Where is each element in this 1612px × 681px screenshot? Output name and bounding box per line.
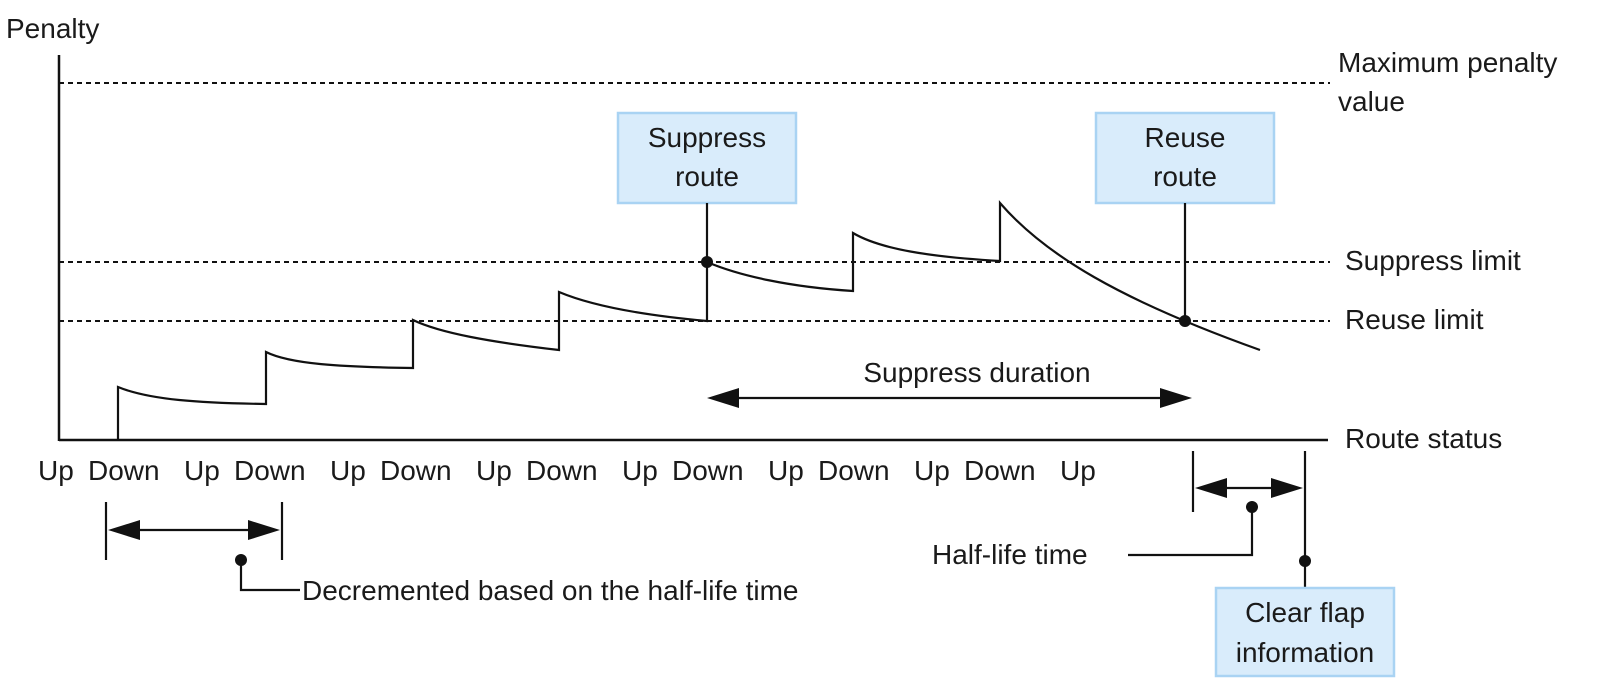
status-6: Up — [476, 455, 512, 486]
maximum-penalty-label: Maximum penalty — [1338, 47, 1557, 78]
status-1: Down — [88, 455, 160, 486]
y-axis-label: Penalty — [6, 13, 99, 44]
decremented-label: Decremented based on the half-life time — [302, 575, 799, 606]
half-life-pointer — [1128, 507, 1254, 557]
status-8: Up — [622, 455, 658, 486]
suppress-point-dot — [701, 256, 713, 268]
half-life-arrowhead-left — [1195, 478, 1227, 498]
status-9: Down — [672, 455, 744, 486]
clear-flap-label-line2: information — [1236, 637, 1375, 668]
reuse-route-label-line2: route — [1153, 161, 1217, 192]
half-life-arrowhead-right — [1271, 478, 1303, 498]
clear-flap-dot — [1299, 555, 1311, 567]
decrement-arrowhead-right — [248, 520, 280, 540]
penalty-curve — [116, 200, 1261, 440]
reuse-route-label: Reuse — [1145, 122, 1226, 153]
decrement-pointer — [239, 560, 300, 592]
half-life-label: Half-life time — [932, 539, 1088, 570]
decrement-arrowhead-left — [108, 520, 140, 540]
suppress-limit-label: Suppress limit — [1345, 245, 1521, 276]
reuse-limit-label: Reuse limit — [1345, 304, 1484, 335]
suppress-route-box — [616, 111, 798, 205]
status-7: Down — [526, 455, 598, 486]
status-13: Down — [964, 455, 1036, 486]
status-3: Down — [234, 455, 306, 486]
status-0: Up — [38, 455, 74, 486]
status-5: Down — [380, 455, 452, 486]
status-10: Up — [768, 455, 804, 486]
suppress-route-label-line2: route — [675, 161, 739, 192]
clear-flap-box — [1214, 586, 1396, 678]
status-11: Down — [818, 455, 890, 486]
status-sequence: Up Down Up Down Up Down Up Down Up Down … — [38, 455, 1096, 486]
status-2: Up — [184, 455, 220, 486]
suppress-duration-arrowhead-right — [1160, 388, 1192, 408]
reuse-point-dot — [1179, 315, 1191, 327]
status-4: Up — [330, 455, 366, 486]
maximum-penalty-label-line2: value — [1338, 86, 1405, 117]
suppress-duration-arrowhead-left — [707, 388, 739, 408]
status-12: Up — [914, 455, 950, 486]
x-axis-label: Route status — [1345, 423, 1502, 454]
status-14: Up — [1060, 455, 1096, 486]
suppress-route-label: Suppress — [648, 122, 766, 153]
clear-flap-label: Clear flap — [1245, 597, 1365, 628]
suppress-duration-label: Suppress duration — [863, 357, 1090, 388]
